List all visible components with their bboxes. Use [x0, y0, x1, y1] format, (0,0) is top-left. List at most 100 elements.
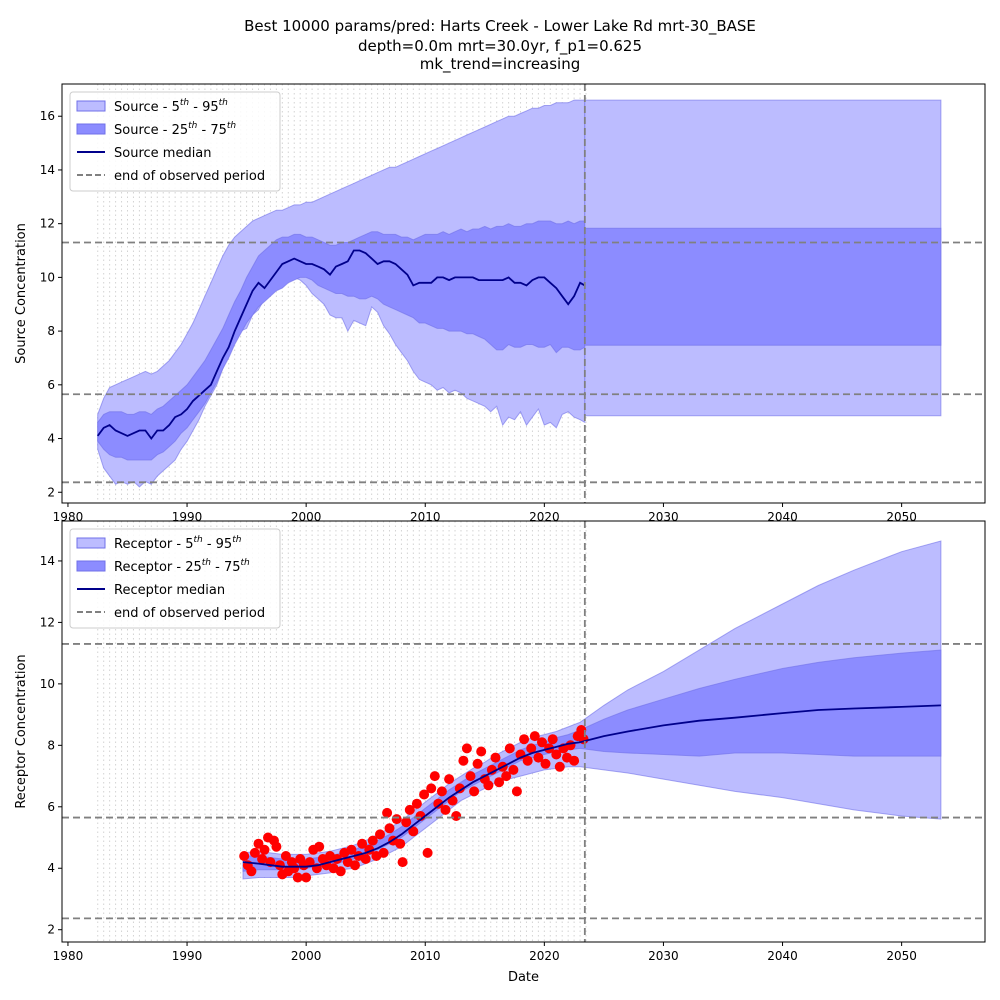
observed-point	[391, 814, 402, 825]
observed-point	[239, 851, 250, 861]
legend-label: Receptor median	[114, 583, 225, 598]
y-tick-label: 2	[47, 923, 55, 937]
median-line	[242, 704, 941, 868]
legend-superscript: th	[232, 535, 242, 545]
observed-point	[476, 746, 487, 757]
observed-point	[461, 743, 472, 754]
legend-superscript: th	[227, 121, 237, 131]
median-line	[96, 249, 586, 441]
observed-point	[529, 731, 540, 742]
legend-label: end of observed period	[114, 169, 265, 184]
chart-title-line-3: mk_trend=increasing	[420, 55, 581, 74]
y-tick-label: 14	[40, 554, 55, 568]
observed-point	[433, 798, 444, 809]
observed-point	[554, 761, 565, 772]
y-tick-label: 10	[40, 677, 55, 691]
plot-area	[62, 521, 985, 942]
legend-label: Source - 5th - 95th	[114, 98, 228, 115]
x-tick-label: 2030	[648, 510, 679, 524]
observed-point	[540, 758, 551, 769]
legend-label-part: - 95	[189, 100, 219, 115]
observed-point	[547, 734, 558, 745]
chart-title-line-2: depth=0.0m mrt=30.0yr, f_p1=0.625	[358, 37, 642, 56]
x-tick-label: 2030	[648, 949, 679, 963]
x-tick-label: 2040	[767, 949, 798, 963]
observed-point	[253, 838, 264, 849]
observed-point	[375, 829, 385, 840]
legend-superscript: th	[193, 535, 203, 545]
observed-point	[395, 838, 406, 849]
observed-point	[494, 777, 505, 788]
chart-title-line-1: Best 10000 params/pred: Harts Creek - Lo…	[244, 17, 756, 36]
observed-point	[444, 774, 455, 785]
legend-label: Receptor - 25th - 75th	[114, 558, 250, 575]
legend-superscript: th	[219, 98, 229, 108]
legend-box	[69, 528, 281, 629]
observed-point	[397, 857, 408, 868]
x-tick-label: 2020	[529, 949, 560, 963]
legend-label-part: - 75	[197, 123, 227, 138]
legend-label-part: end of observed period	[114, 606, 265, 621]
observed-point	[458, 755, 469, 766]
observed-point	[533, 752, 544, 763]
observed-point	[576, 725, 587, 735]
observed-point	[411, 798, 422, 809]
observed-point	[292, 872, 303, 883]
forecast-band-25-75	[584, 227, 942, 346]
observed-point	[440, 804, 451, 815]
observed-point	[246, 866, 257, 877]
y-tick-label: 12	[40, 217, 55, 231]
y-tick-label: 12	[40, 615, 55, 629]
legend-superscript: th	[202, 558, 212, 568]
observed-point	[408, 826, 419, 837]
x-tick-label: 2000	[291, 949, 322, 963]
x-tick-label: 2010	[410, 949, 441, 963]
observed-point	[367, 835, 378, 846]
observed-point	[357, 838, 368, 849]
legend-label-part: - 75	[211, 560, 241, 575]
observed-point	[451, 811, 462, 821]
observed-point	[249, 847, 260, 858]
legend-superscript: th	[180, 98, 190, 108]
source-panel: 1980 1990 2000 2010 2020 2030 2040 205024681012…	[14, 83, 986, 524]
legend-label: Source median	[114, 146, 212, 161]
observed-point	[429, 771, 440, 782]
observed-point	[483, 780, 494, 791]
y-tick-label: 8	[47, 324, 55, 338]
y-axis-label: Source Concentration	[14, 223, 29, 364]
observed-point	[511, 786, 522, 797]
observed-point	[565, 740, 576, 751]
observed-point	[551, 749, 562, 760]
y-axis-label: Receptor Concentration	[14, 654, 29, 808]
observed-point	[454, 783, 465, 794]
legend-label-part: Source - 25	[114, 123, 188, 138]
legend-label-part: Source median	[114, 146, 212, 161]
observed-point	[486, 764, 497, 775]
x-tick-label: 2050	[886, 949, 917, 963]
observed-point	[274, 860, 285, 871]
x-axis-label: Date	[508, 970, 539, 985]
observed-point	[257, 854, 268, 864]
observed-point	[301, 872, 312, 883]
observed-point	[472, 758, 483, 769]
legend-swatch	[76, 560, 106, 572]
legend-label-part: Receptor - 5	[114, 537, 193, 552]
legend-superscript: th	[240, 558, 250, 568]
legend-label-part: Source - 5	[114, 100, 180, 115]
y-tick-label: 16	[40, 109, 55, 123]
observed-point	[335, 866, 346, 877]
observed-point	[469, 786, 480, 797]
legend-label: Source - 25th - 75th	[114, 121, 236, 138]
observed-point	[490, 752, 501, 763]
observed-point	[314, 841, 325, 852]
observed-point	[346, 844, 357, 855]
legend-label-part: Receptor - 25	[114, 560, 202, 575]
y-tick-label: 8	[47, 738, 55, 752]
observed-point	[384, 823, 395, 834]
legend-label-part: Receptor median	[114, 583, 225, 598]
axes-frame	[61, 520, 986, 943]
observed-point	[501, 771, 512, 782]
y-tick-label: 10	[40, 270, 55, 284]
